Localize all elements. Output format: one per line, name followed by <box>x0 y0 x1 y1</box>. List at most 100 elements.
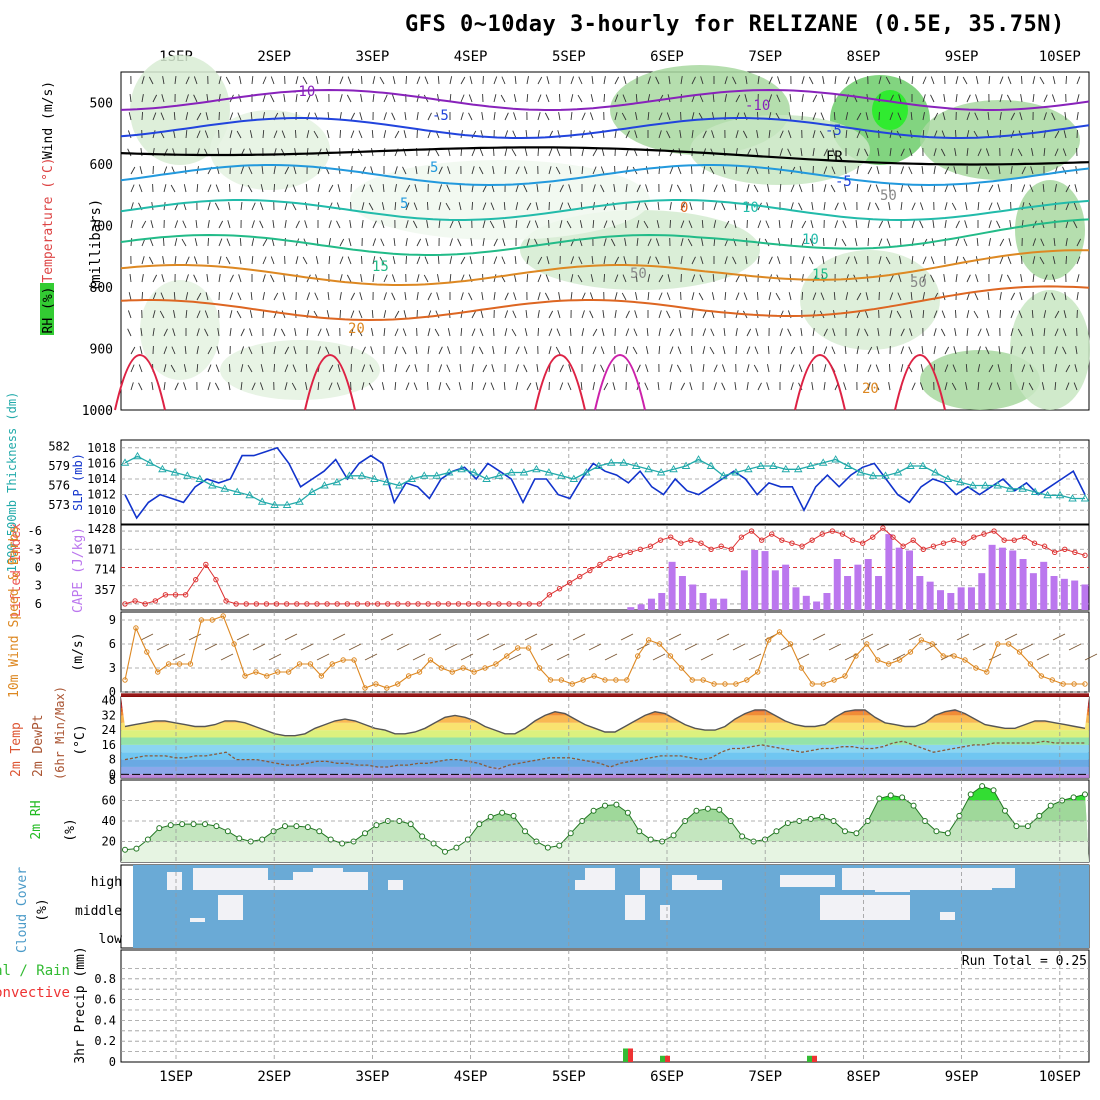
wind-barb <box>823 148 828 157</box>
wind-barb <box>141 94 144 103</box>
wind-barb <box>405 220 409 229</box>
wind-barb <box>777 76 781 85</box>
wind-barb <box>977 346 981 355</box>
wind-barb <box>247 364 253 373</box>
wind-barb <box>600 346 605 355</box>
wind-point <box>198 617 205 623</box>
wind-barb <box>325 346 330 355</box>
wind-barb <box>437 255 440 265</box>
wind-barb <box>865 112 869 121</box>
wind-barb <box>449 76 453 85</box>
wind-barb <box>579 220 583 229</box>
wind-barb <box>669 166 674 175</box>
wind-barb <box>291 382 297 391</box>
wind-barb <box>559 202 564 211</box>
precip-convective-bar <box>665 1055 670 1062</box>
wind10m-barb <box>812 633 826 641</box>
wind-barb <box>262 76 267 85</box>
cape-bar <box>1040 561 1048 610</box>
wind-barb <box>460 327 463 337</box>
wind-barb <box>999 238 1005 247</box>
wind-barb <box>636 202 641 211</box>
wind-barb <box>514 75 517 85</box>
precip-tick-label: 0.2 <box>94 1034 116 1048</box>
wind-barb <box>908 346 913 355</box>
wind-barb <box>874 202 880 211</box>
wind-barb <box>128 112 132 121</box>
wind-barb <box>911 220 915 229</box>
wind-barb <box>228 202 231 211</box>
wind-barb <box>515 166 520 175</box>
wind-barb <box>350 310 355 319</box>
wind-barb <box>478 346 484 355</box>
wind-barb <box>360 94 363 103</box>
wind-barb <box>646 327 649 337</box>
wind-barb <box>259 382 264 391</box>
cloud-unit-label: (%) <box>35 898 50 921</box>
wind-barb <box>834 220 839 229</box>
wind-point <box>875 657 881 663</box>
wind-barb <box>229 310 233 319</box>
thickness-point <box>320 481 329 489</box>
cape-bar <box>740 570 748 610</box>
li-point <box>122 601 128 607</box>
wind-barb <box>536 364 539 373</box>
wind-barb <box>129 274 132 283</box>
wind-barb <box>823 184 827 193</box>
wind-barb <box>1042 183 1045 193</box>
wind-barb <box>951 382 957 391</box>
wind-barb <box>523 364 528 373</box>
date-labels: 1SEP1SEP2SEP2SEP3SEP3SEP4SEP4SEP5SEP5SEP… <box>159 49 1081 1085</box>
wind-barb <box>526 238 530 247</box>
wind-barb <box>632 346 638 355</box>
wind-barb <box>657 382 660 391</box>
wind-barb <box>974 112 979 121</box>
wind-barb <box>767 345 770 355</box>
wind-barb <box>669 202 672 211</box>
wind-barb <box>940 328 946 337</box>
wind10m-barb <box>1004 633 1018 641</box>
wind-barb <box>328 238 331 247</box>
li-point <box>415 601 421 607</box>
wind-barb <box>193 94 198 103</box>
wind-barb <box>449 256 453 265</box>
wind-barb <box>920 364 924 373</box>
wind-barb <box>546 256 550 265</box>
isotherm-line <box>120 249 1090 286</box>
wind-barb <box>237 292 242 301</box>
wind-barb <box>493 292 496 301</box>
wind10m-barb <box>444 643 458 651</box>
wind-barb <box>427 166 430 175</box>
precip-rain-bar <box>807 1055 812 1062</box>
wind-barb <box>502 238 506 247</box>
wind-barb <box>700 256 704 265</box>
wind-barb <box>581 310 585 319</box>
wind-barb <box>997 364 1001 373</box>
wind-barb <box>568 184 572 193</box>
wind-barb <box>689 382 693 391</box>
rh-point <box>259 836 266 843</box>
wind-barb <box>314 292 319 301</box>
wind-barb <box>544 112 550 121</box>
wind-barb <box>1031 148 1034 157</box>
wind-barb <box>1051 274 1056 283</box>
wind-barb <box>413 382 418 391</box>
wind-barb <box>548 166 552 175</box>
wind-barb <box>402 166 407 175</box>
wind-barb <box>559 382 564 391</box>
thickness-point <box>694 455 703 463</box>
wind10m-barb <box>1068 643 1082 651</box>
rh-point <box>373 822 380 829</box>
cape-axis-label: CAPE (J/kg) <box>71 527 86 613</box>
wind-barb <box>808 76 814 85</box>
wind-barb <box>515 202 519 211</box>
cloud-patch <box>625 895 645 920</box>
thickness-point <box>656 468 666 476</box>
li-point <box>981 531 987 537</box>
wind10m-barb <box>220 653 234 661</box>
wind-barb <box>1039 256 1045 265</box>
wind-barb <box>589 292 594 301</box>
wind-barb <box>470 238 473 247</box>
wind10m-barb <box>204 643 218 651</box>
thickness-point <box>444 468 454 476</box>
